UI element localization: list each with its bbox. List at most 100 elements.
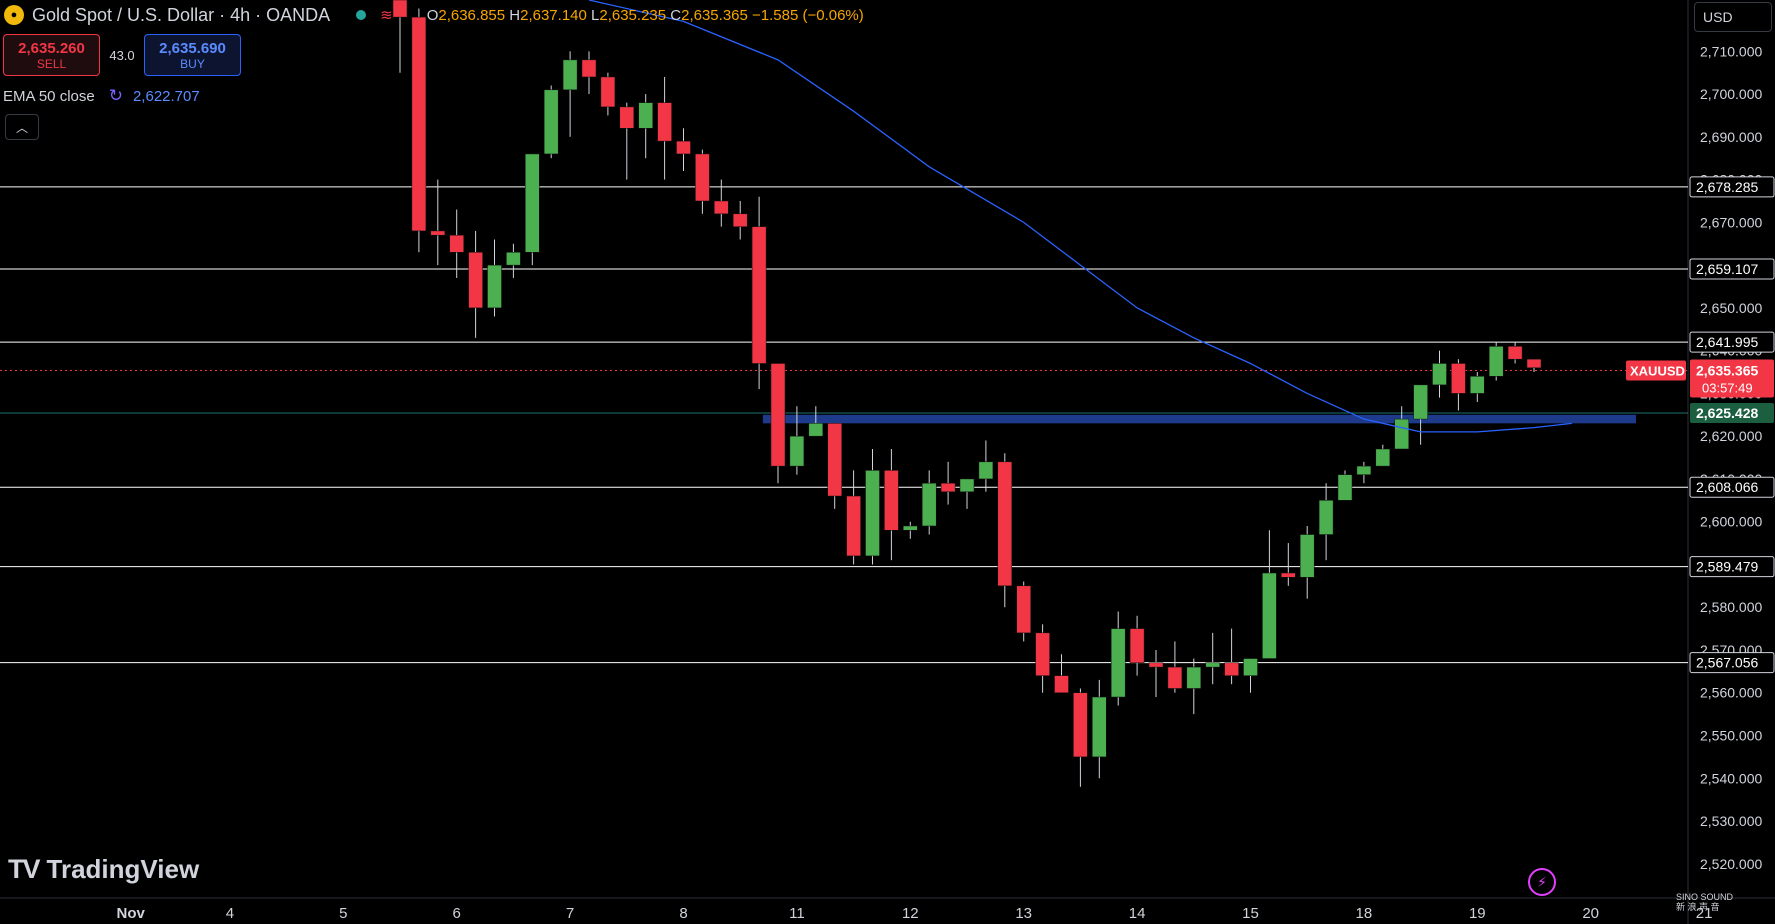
chevron-up-icon: ︿ [15, 120, 28, 135]
time-tick-label: 4 [226, 905, 234, 922]
candle [846, 495, 861, 557]
trade-panel: 2,635.260 SELL 43.0 2,635.690 BUY [3, 34, 241, 76]
candle [1507, 346, 1523, 360]
price-tick-label: 2,700.000 [1700, 86, 1762, 102]
candle [562, 59, 578, 91]
price-tick-label: 2,710.000 [1700, 43, 1762, 59]
price-tick-label: 2,690.000 [1700, 129, 1762, 145]
candle [1186, 666, 1202, 689]
tradingview-mark-icon: TV [8, 854, 40, 884]
candle [1488, 346, 1504, 377]
candle [1413, 384, 1428, 420]
price-tick-label: 2,580.000 [1700, 599, 1762, 615]
spread-value: 43.0 [109, 47, 135, 63]
candle [1243, 658, 1258, 676]
candle [1470, 376, 1485, 394]
level-tag [1689, 258, 1775, 280]
candle [1337, 474, 1353, 501]
close-value: 2,635.365 [681, 6, 748, 24]
candle [1110, 628, 1126, 698]
time-tick-label: 5 [339, 905, 347, 922]
candle [487, 264, 502, 309]
price-tick-label: 2,560.000 [1700, 685, 1762, 701]
indicator-value: 2,622.707 [132, 87, 200, 105]
ema50-line [588, 0, 1572, 433]
price-tick-label: 2,600.000 [1700, 514, 1762, 530]
candle [468, 252, 483, 309]
candle [940, 482, 956, 493]
price-tick-label: 2,540.000 [1700, 770, 1762, 786]
level-tag [1689, 652, 1775, 674]
level-tag-label: 2,678.285 [1696, 179, 1758, 195]
candle [1451, 363, 1466, 394]
level-tag [1689, 556, 1775, 578]
candle [1526, 358, 1542, 369]
candle [714, 200, 729, 215]
time-tick-label: 18 [1356, 905, 1373, 922]
time-tick-label: 14 [1129, 905, 1146, 922]
time-tick-label: 13 [1015, 905, 1032, 922]
candle [884, 470, 899, 531]
symbol-title[interactable]: Gold Spot / U.S. Dollar · 4h · OANDA [32, 4, 331, 25]
time-tick-label: 12 [902, 905, 919, 922]
time-tick-label: 8 [679, 905, 687, 922]
candle [430, 230, 446, 236]
time-tick-label: 15 [1242, 905, 1259, 922]
change-value: −1.585 (−0.06%) [752, 6, 864, 24]
candle [638, 102, 653, 129]
level-tag [1689, 176, 1775, 198]
candle [600, 76, 616, 108]
candle [1148, 662, 1164, 668]
level-tag-label: 2,641.995 [1696, 334, 1758, 350]
time-tick-label: 20 [1582, 905, 1599, 922]
price-tick-label: 2,550.000 [1700, 728, 1762, 744]
candle [525, 153, 540, 253]
candle [789, 435, 805, 467]
candle [959, 478, 975, 493]
flag-icon[interactable]: ≋ [380, 7, 393, 24]
loading-icon: ↻ [108, 86, 123, 105]
candle [506, 252, 521, 266]
price-tick-label: 2,670.000 [1700, 214, 1762, 230]
sino-sound-watermark: SINO SOUND 新 浪 声 音 [1676, 892, 1734, 912]
time-tick-label: 19 [1469, 905, 1486, 922]
collapse-legend-button[interactable]: ︿ [5, 114, 39, 140]
candles [392, 0, 1542, 787]
support-zone [762, 414, 1636, 424]
candle [411, 16, 427, 232]
candle [1281, 572, 1296, 578]
high-value: 2,637.140 [520, 6, 587, 24]
candle [676, 140, 691, 155]
time-tick-label: 11 [789, 905, 805, 922]
indicator-legend[interactable]: EMA 50 close ↻ 2,622.707 [3, 86, 200, 106]
sell-button[interactable]: 2,635.260 SELL [3, 34, 100, 76]
candle [1205, 662, 1220, 668]
candle [997, 461, 1013, 587]
candle [865, 470, 880, 557]
candle [903, 525, 918, 531]
candle [732, 213, 748, 227]
lightning-icon[interactable]: ⚡ [1528, 868, 1556, 896]
countdown-label: 03:57:49 [1702, 380, 1753, 395]
level-tag-label: 2,589.479 [1696, 559, 1758, 575]
buy-button[interactable]: 2,635.690 BUY [144, 34, 241, 76]
time-tick-label: 7 [566, 905, 574, 922]
low-value: 2,635.235 [599, 6, 667, 24]
candle [751, 226, 767, 364]
level-tag-label: 2,659.107 [1696, 261, 1758, 277]
candle [1129, 628, 1145, 664]
time-tick-label: 6 [453, 905, 461, 922]
level-tag [1689, 331, 1775, 353]
candle [543, 89, 559, 155]
candle [1356, 465, 1372, 475]
time-tick-label: 21 [1696, 905, 1713, 922]
price-tick-label: 2,530.000 [1700, 813, 1762, 829]
current-price-label: 2,635.365 [1696, 362, 1758, 378]
candle [1073, 692, 1088, 758]
candle [827, 423, 842, 497]
candle [1299, 534, 1315, 578]
current-price-tag [1690, 359, 1774, 398]
currency-selector[interactable]: USD [1694, 2, 1772, 32]
